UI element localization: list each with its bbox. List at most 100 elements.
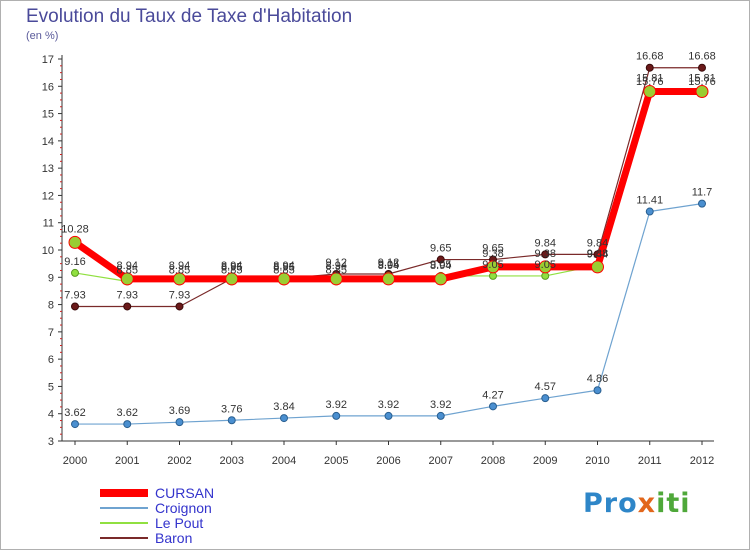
data-point-cursan [486,260,500,274]
data-label-cursan: 8.94 [169,260,190,272]
data-label-baron: 16.68 [688,51,716,63]
data-label-cursan: 9.38 [482,248,503,260]
data-label-cursan: 10.28 [61,223,89,235]
data-point-baron [436,255,445,264]
data-label-le-pout: 9.05 [482,259,503,271]
y-tick-label: 13 [42,163,54,175]
data-label-cursan: 8.94 [378,260,399,272]
data-point-croignon [436,411,445,420]
x-tick-label: 2001 [115,455,139,467]
data-point-croignon [645,207,654,216]
legend-swatch-le-pout [100,522,148,524]
data-label-baron: 7.93 [117,289,138,301]
data-label-cursan: 15.81 [636,72,664,84]
data-label-croignon: 4.57 [535,381,556,393]
data-point-croignon [71,420,79,429]
y-tick-label: 6 [48,354,54,366]
x-tick-label: 2011 [638,455,662,467]
data-point-croignon [332,411,341,420]
data-label-le-pout: 9.05 [430,259,451,271]
data-label-cursan: 9.38 [535,248,556,260]
x-tick-label: 2002 [167,455,191,467]
data-label-croignon: 3.76 [221,403,242,415]
chart-title: Evolution du Taux de Taxe d'Habitation [26,6,353,27]
data-label-croignon: 3.84 [273,401,294,413]
data-label-croignon: 3.62 [64,407,85,419]
legend-swatch-baron [100,537,148,539]
data-point-baron [123,302,132,311]
data-label-cursan: 8.94 [221,260,242,272]
legend-swatch-cursan [100,489,148,497]
data-label-le-pout: 8.85 [169,264,190,276]
data-label-baron: 16.68 [636,51,664,63]
y-tick-label: 14 [42,136,54,148]
y-tick-label: 5 [48,381,54,393]
y-tick-label: 3 [48,436,54,448]
data-point-croignon [384,411,393,420]
x-tick-label: 2003 [220,455,244,467]
x-tick-label: 2007 [429,455,453,467]
data-point-cursan [225,272,239,286]
y-tick-label: 17 [42,54,54,66]
y-tick-label: 8 [48,300,54,312]
data-point-cursan [382,272,395,286]
legend-item-baron: Baron [100,530,300,546]
x-tick-label: 2008 [481,455,505,467]
data-label-cursan: 9.38 [587,248,608,260]
legend-swatch-croignon [100,507,148,509]
data-label-cursan: 8.94 [326,260,347,272]
chart-subtitle: (en %) [26,30,59,42]
data-point-baron [698,63,706,72]
data-label-baron: 9.84 [535,237,556,249]
y-tick-label: 4 [48,409,54,421]
data-point-cursan [329,272,343,286]
x-tick-label: 2009 [533,455,557,467]
data-label-baron: 8.95 [273,262,294,274]
data-label-le-pout: 8.85 [221,264,242,276]
legend-label-le-pout: Le Pout [155,515,204,531]
data-label-le-pout: 8.85 [273,264,294,276]
y-tick-label: 11 [43,218,54,230]
x-tick-label: 2012 [690,455,714,467]
y-tick-label: 12 [42,190,54,202]
legend-label-cursan: CURSAN [155,485,215,501]
data-label-croignon: 4.86 [587,373,608,385]
data-point-cursan [68,235,82,249]
data-label-croignon: 3.92 [326,399,347,411]
data-label-baron: 9.65 [482,243,503,255]
data-label-croignon: 3.69 [169,405,190,417]
data-point-baron [71,302,79,311]
legend-label-baron: Baron [155,530,193,546]
data-label-croignon: 3.92 [430,399,451,411]
x-tick-label: 2006 [376,455,400,467]
data-label-croignon: 11.7 [692,187,713,199]
series-layer [68,63,709,429]
y-tick-label: 16 [42,81,54,93]
data-point-cursan [591,260,604,274]
data-label-cursan: 8.94 [273,260,294,272]
data-point-le-pout [541,271,550,280]
data-point-croignon [489,402,497,411]
data-label-croignon: 3.92 [378,399,399,411]
data-point-croignon [175,418,184,427]
data-label-le-pout: 9.05 [378,259,399,271]
data-point-croignon [593,386,602,395]
data-label-baron: 9.84 [587,237,608,249]
data-label-le-pout: 9.05 [535,259,556,271]
data-label-baron: 9.12 [326,257,347,269]
data-label-le-pout: 8.85 [326,264,347,276]
data-point-cursan [173,272,186,286]
data-label-le-pout: 9.44 [587,248,608,260]
data-point-cursan [277,272,291,286]
data-point-cursan [695,84,709,98]
y-tick-label: 10 [42,245,54,257]
axes: 3 4 5 6 7 8 9 10 11 12 13 14 15 16 17 2000 2001 2002 2003 2… [42,54,714,467]
x-tick-label: 2010 [585,455,609,467]
data-label-cursan: 15.81 [688,72,716,84]
y-tick-label: 7 [48,327,54,339]
data-point-cursan [434,272,448,286]
data-label-baron: 7.93 [64,289,85,301]
data-label-baron: 7.93 [169,289,190,301]
data-label-cursan: 8.94 [117,260,138,272]
data-point-croignon [227,416,236,425]
